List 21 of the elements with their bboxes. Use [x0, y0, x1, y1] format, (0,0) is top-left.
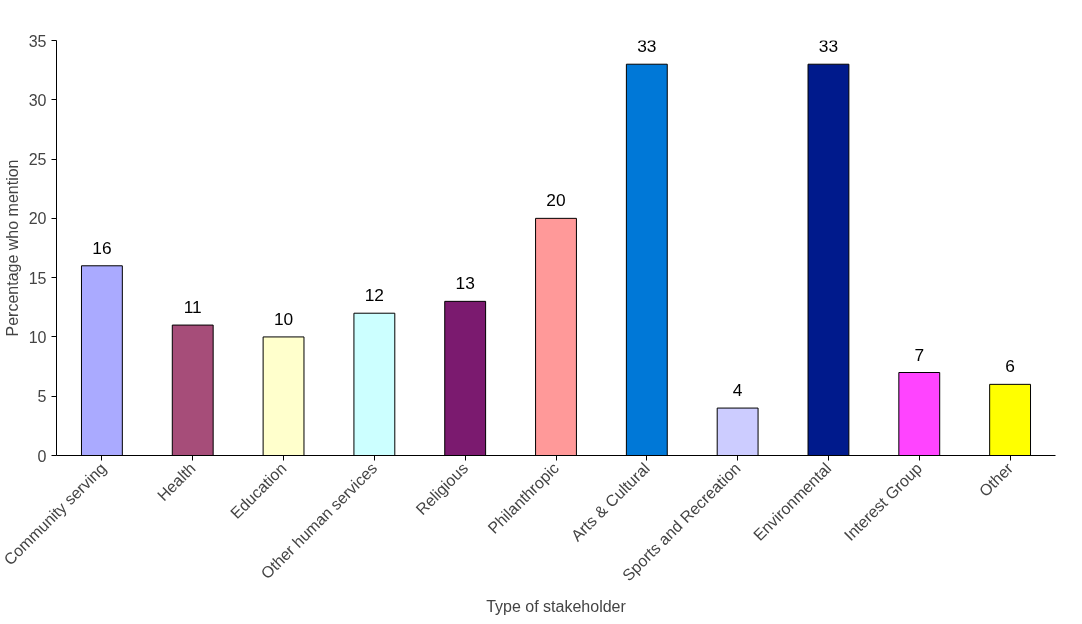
y-tick-label: 5: [37, 388, 47, 406]
data-label: 7: [914, 344, 925, 365]
data-label: 4: [732, 380, 743, 401]
data-label: 6: [1005, 356, 1015, 377]
data-label: 33: [637, 36, 657, 57]
data-label: 12: [364, 285, 385, 306]
data-label: 16: [92, 237, 112, 258]
y-tick-label: 15: [28, 269, 47, 287]
data-label: 13: [455, 273, 475, 294]
y-tick-label: 0: [37, 447, 47, 465]
data-label: 33: [818, 36, 839, 57]
data-label: 11: [183, 297, 202, 318]
x-axis-title: Type of stakeholder: [486, 598, 627, 616]
y-tick-label: 35: [28, 32, 47, 50]
y-tick-label: 25: [28, 151, 47, 169]
data-label: 20: [546, 190, 566, 211]
y-axis-title: Percentage who mention: [3, 159, 21, 337]
y-tick-label: 20: [28, 210, 47, 228]
y-tick-label: 10: [28, 328, 47, 346]
data-label: 10: [273, 308, 294, 329]
y-tick-label: 30: [28, 91, 47, 109]
